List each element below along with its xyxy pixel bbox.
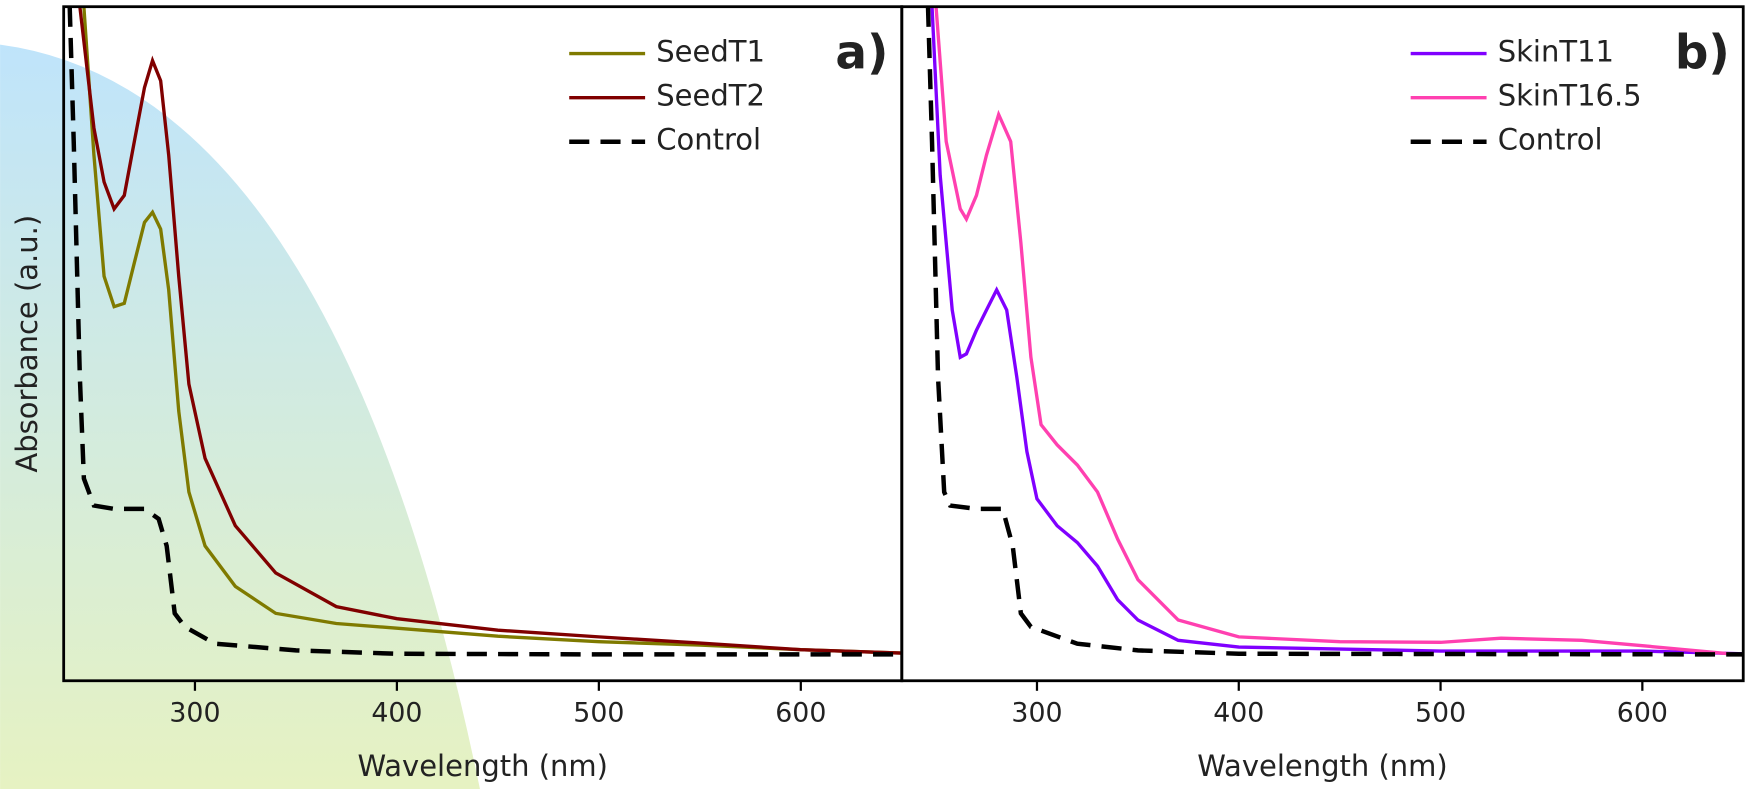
plot-frame bbox=[900, 5, 1745, 683]
data-line bbox=[925, 6, 1744, 657]
data-line bbox=[67, 6, 902, 657]
x-tick-label: 300 bbox=[1011, 698, 1062, 729]
x-tick-label: 600 bbox=[775, 698, 826, 729]
x-tick-label: 500 bbox=[1415, 698, 1466, 729]
legend-label: SeedT1 bbox=[656, 35, 765, 69]
x-axis-label: Wavelength (nm) bbox=[357, 749, 608, 783]
x-tick-label: 400 bbox=[1213, 698, 1264, 729]
x-tick-label: 300 bbox=[169, 698, 220, 729]
legend-label: SkinT11 bbox=[1498, 35, 1614, 69]
legend-label: SkinT16.5 bbox=[1498, 79, 1642, 113]
legend-label: SeedT2 bbox=[656, 79, 765, 113]
data-line bbox=[82, 6, 902, 655]
panel-label: b) bbox=[1675, 25, 1730, 80]
y-axis-label: Absorbance (a.u.) bbox=[10, 215, 44, 473]
data-line bbox=[934, 6, 1744, 657]
x-tick-label: 400 bbox=[371, 698, 422, 729]
legend-label: Control bbox=[1498, 123, 1603, 157]
data-line bbox=[78, 6, 902, 655]
x-tick-label: 600 bbox=[1617, 698, 1668, 729]
panel-label: a) bbox=[835, 25, 888, 80]
x-axis-label: Wavelength (nm) bbox=[1197, 749, 1448, 783]
background-shape bbox=[0, 44, 480, 789]
data-line bbox=[930, 6, 1744, 656]
x-tick-label: 500 bbox=[573, 698, 624, 729]
legend-label: Control bbox=[656, 123, 761, 157]
